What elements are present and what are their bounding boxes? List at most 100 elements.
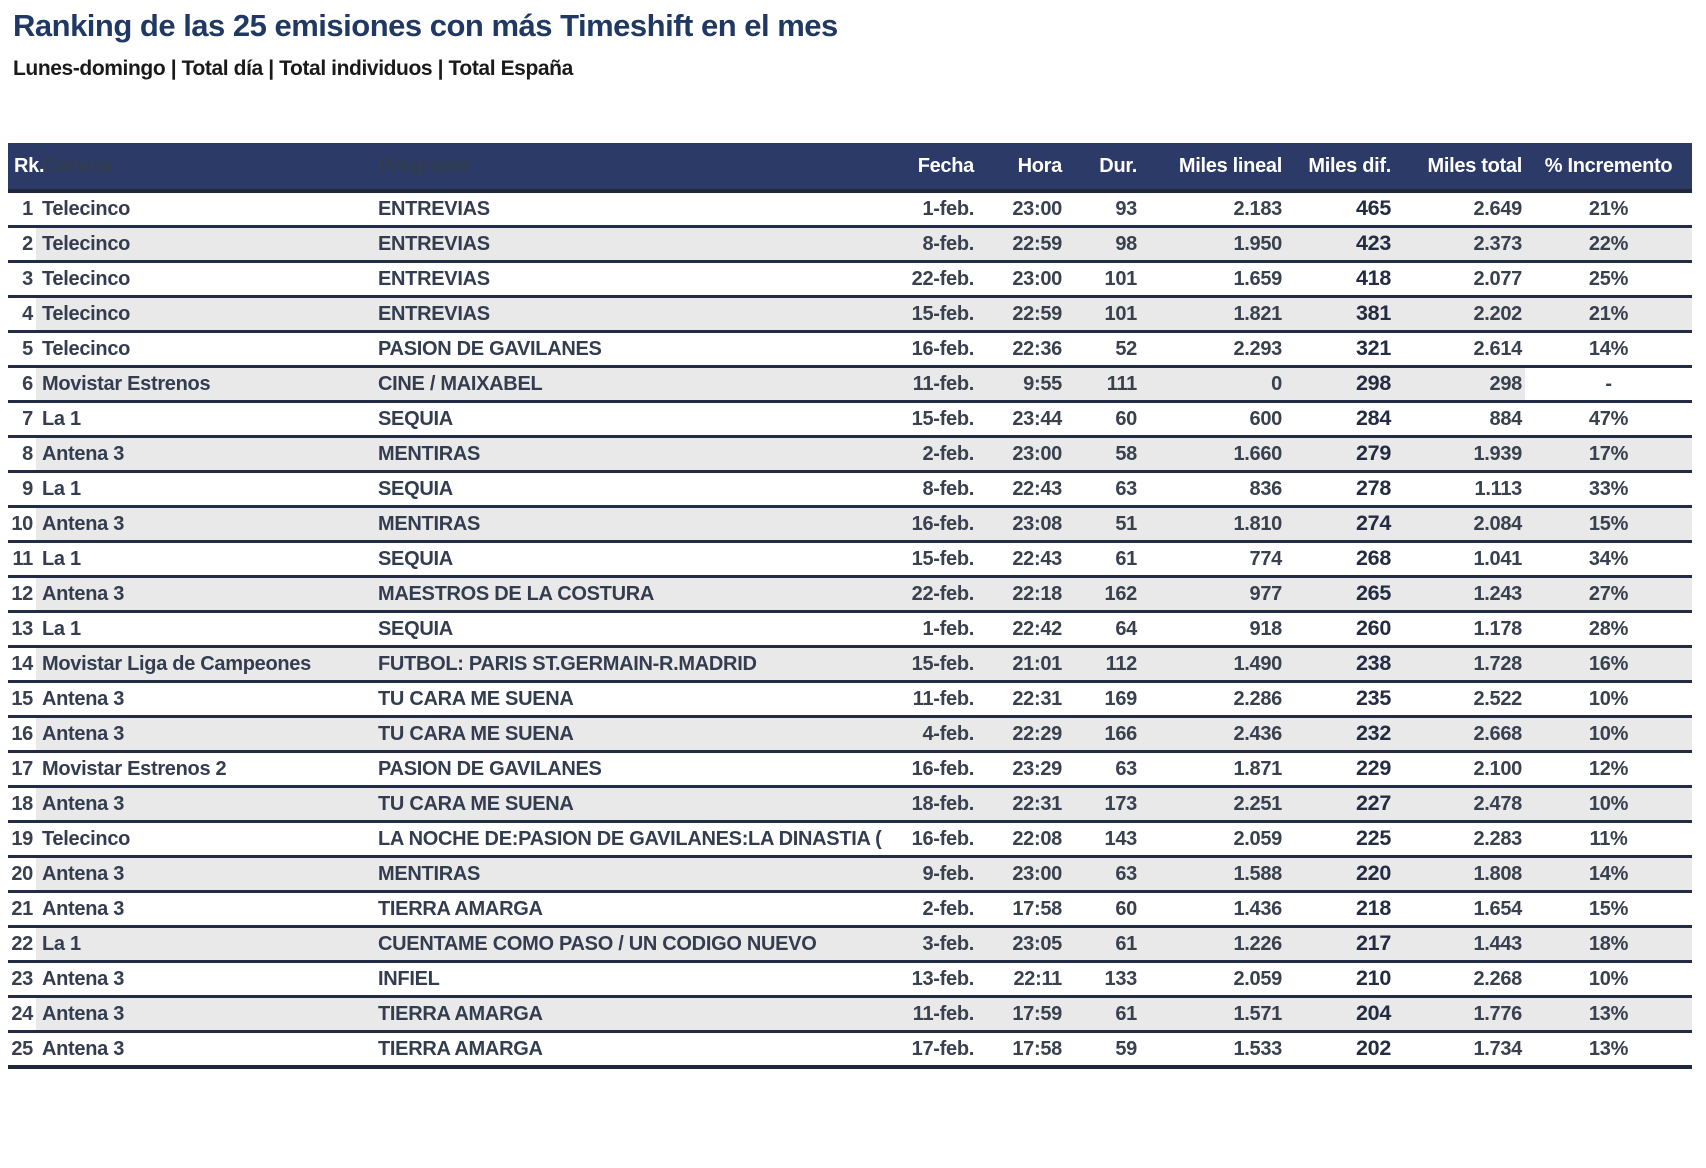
cell-hora: 22:31 [1012,689,1062,709]
cell-cadena: Movistar Estrenos [42,374,211,394]
cell-programa: FUTBOL: PARIS ST.GERMAIN-R.MADRID [378,654,757,674]
cell-lineal: 1.533 [1233,1039,1282,1059]
cell-hora: 23:05 [1012,934,1062,954]
cell-hora: 23:00 [1012,199,1062,219]
cell-fecha: 16-feb. [911,339,975,359]
cell-dur: 112 [1105,654,1138,674]
cell-hora: 23:00 [1012,444,1062,464]
cell-total: 1.443 [1473,934,1522,954]
table-row: 6 Movistar Estrenos CINE / MAIXABEL 11-feb.… [8,368,1692,403]
cell-cadena: Telecinco [42,339,131,359]
cell-dif: 274 [1356,513,1391,535]
cell-dur: 93 [1115,199,1137,219]
cell-hora: 22:08 [1012,829,1062,849]
cell-hora: 22:43 [1012,549,1062,569]
cell-cadena: Telecinco [42,304,131,324]
cell-lineal: 2.286 [1233,689,1282,709]
cell-incr: 28% [1588,619,1629,639]
column-header-hora: Hora [1017,156,1063,176]
cell-hora: 22:31 [1012,794,1062,814]
column-header-total: Miles total [1427,156,1523,176]
cell-incr: 25% [1588,269,1629,289]
cell-rk: 23 [11,968,33,990]
cell-hora: 23:08 [1012,514,1062,534]
table-row: 15 Antena 3 TU CARA ME SUENA 11-feb. 22:31 16… [8,683,1692,718]
cell-dur: 51 [1115,514,1137,534]
cell-dur: 173 [1104,794,1138,814]
cell-cadena: Telecinco [42,829,131,849]
cell-total: 1.734 [1473,1039,1522,1059]
cell-programa: ENTREVIAS [378,234,490,254]
table-row: 20 Antena 3 MENTIRAS 9-feb. 23:00 63 1.588 220 1… [8,858,1692,893]
cell-hora: 22:59 [1012,234,1062,254]
cell-dif: 284 [1356,408,1391,430]
cell-total: 2.478 [1473,794,1522,814]
table-row: 12 Antena 3 MAESTROS DE LA COSTURA 22-feb. 2… [8,578,1692,613]
cell-fecha: 16-feb. [911,829,975,849]
cell-incr: 34% [1588,549,1629,569]
cell-incr: 21% [1588,304,1629,324]
cell-incr: 15% [1588,514,1629,534]
cell-programa: ENTREVIAS [378,269,490,289]
cell-fecha: 8-feb. [922,234,974,254]
cell-lineal: 600 [1249,409,1283,429]
cell-total: 1.243 [1473,584,1522,604]
table-row: 24 Antena 3 TIERRA AMARGA 11-feb. 17:59 61 1.5… [8,998,1692,1033]
cell-dif: 232 [1356,723,1391,745]
cell-programa: TU CARA ME SUENA [378,794,574,814]
table-row: 1 Telecinco ENTREVIAS 1-feb. 23:00 93 2.183 465… [8,193,1692,228]
cell-programa: TIERRA AMARGA [378,1039,543,1059]
table-row: 4 Telecinco ENTREVIAS 15-feb. 22:59 101 1.821 3… [8,298,1692,333]
cell-hora: 22:36 [1012,339,1062,359]
cell-dur: 59 [1115,1039,1137,1059]
cell-dur: 143 [1104,829,1138,849]
cell-dur: 63 [1115,864,1137,884]
cell-dif: 235 [1356,688,1391,710]
cell-fecha: 15-feb. [911,549,975,569]
cell-dif: 268 [1356,548,1391,570]
cell-fecha: 16-feb. [911,514,975,534]
cell-cadena: La 1 [42,619,81,639]
table-row: 14 Movistar Liga de Campeones FUTBOL: PARI… [8,648,1692,683]
cell-cadena: Antena 3 [42,584,125,604]
cell-cadena: Movistar Liga de Campeones [42,654,311,674]
cell-incr: 10% [1588,689,1629,709]
cell-programa: CINE / MAIXABEL [378,374,543,394]
cell-dif: 423 [1356,233,1391,255]
cell-hora: 22:11 [1013,969,1062,989]
cell-incr: - [1525,368,1692,400]
cell-fecha: 17-feb. [911,1039,975,1059]
table-row: 13 La 1 SEQUIA 1-feb. 22:42 64 918 260 1.178 28% [8,613,1692,648]
column-header-rk: Rk. [14,155,45,177]
cell-programa: SEQUIA [378,549,453,569]
table-row: 23 Antena 3 INFIEL 13-feb. 22:11 133 2.059 210 2… [8,963,1692,998]
cell-incr: 47% [1588,409,1629,429]
cell-fecha: 3-feb. [922,934,974,954]
cell-fecha: 1-feb. [922,619,974,639]
cell-programa: CUENTAME COMO PASO / UN CODIGO NUEVO [378,934,817,954]
cell-hora: 22:59 [1012,304,1062,324]
cell-incr: 10% [1588,794,1629,814]
cell-rk: 10 [11,513,33,535]
cell-lineal: 0 [1271,374,1282,394]
cell-incr: 22% [1588,234,1629,254]
cell-lineal: 2.183 [1233,199,1282,219]
cell-cadena: La 1 [42,409,81,429]
table-row: 18 Antena 3 TU CARA ME SUENA 18-feb. 22:31 17… [8,788,1692,823]
column-header-dur: Dur. [1099,156,1137,176]
cell-programa: LA NOCHE DE:PASION DE GAVILANES:LA DINAS… [378,829,882,849]
cell-lineal: 2.251 [1233,794,1282,814]
cell-dur: 101 [1104,269,1138,289]
cell-cadena: Telecinco [42,269,131,289]
cell-fecha: 22-feb. [911,584,975,604]
cell-cadena: Antena 3 [42,899,125,919]
cell-rk: 7 [22,408,33,430]
cell-lineal: 1.810 [1233,514,1282,534]
cell-rk: 8 [22,443,33,465]
cell-cadena: Antena 3 [42,864,125,884]
cell-dur: 61 [1115,934,1137,954]
cell-dif: 210 [1356,968,1391,990]
cell-incr: 12% [1588,759,1629,779]
cell-programa: MENTIRAS [378,514,481,534]
cell-hora: 17:58 [1012,899,1062,919]
